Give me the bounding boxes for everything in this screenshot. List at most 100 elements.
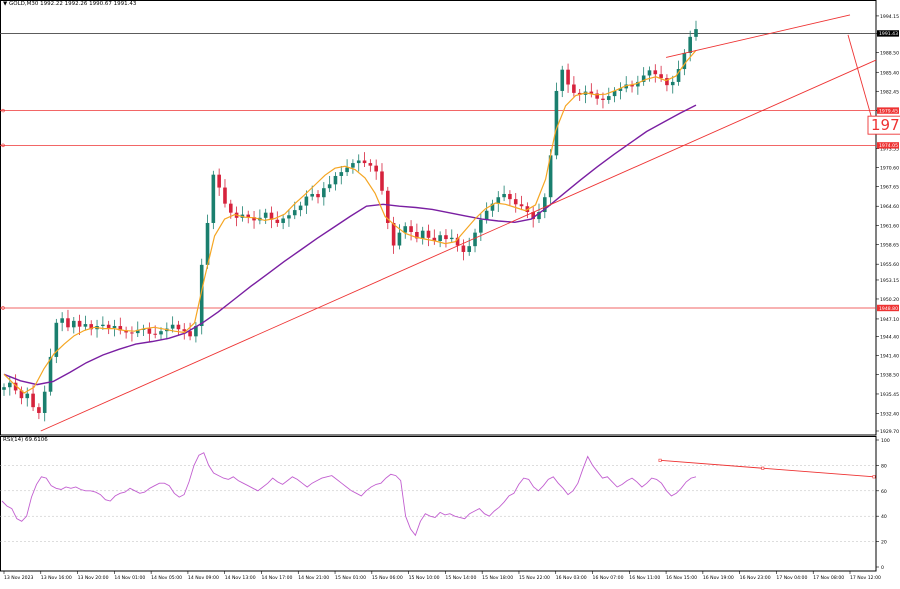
candle-body (130, 332, 134, 334)
rsi-axis-label: 40 (881, 514, 887, 520)
candle-body (228, 203, 233, 213)
price-axis-label: 1982.45 (880, 89, 899, 95)
time-axis-label: 16 Nov 19:00 (703, 575, 734, 581)
candle-body (322, 188, 326, 198)
level-anchor-marker (1, 306, 5, 310)
price-level-tag (877, 304, 899, 312)
candle-body (508, 193, 512, 200)
price-level-tag (877, 142, 899, 149)
candle-body (589, 91, 594, 94)
time-axis-label: 16 Nov 07:00 (593, 575, 624, 581)
time-axis-label: 14 Nov 13:00 (225, 575, 256, 581)
candle-body (304, 196, 309, 206)
price-axis-label: 1973.55 (880, 147, 899, 153)
time-axis-label: 16 Nov 11:00 (629, 575, 660, 581)
candle-body (647, 70, 652, 76)
candle-body (19, 390, 24, 399)
rsi-panel-frame (0, 436, 877, 572)
candle-body (176, 324, 181, 330)
callout-box (867, 115, 900, 135)
candle-body (13, 382, 18, 391)
rsi-axis-label: 100 (881, 438, 890, 444)
price-level-tag (877, 107, 899, 114)
candle-body (548, 155, 553, 198)
candle-body (368, 163, 373, 166)
price-axis-label: 1961.60 (880, 224, 899, 230)
candle-body (71, 320, 76, 328)
candle-body (182, 329, 187, 332)
fast-moving-average (3, 50, 697, 394)
candle-body (275, 219, 280, 223)
time-axis-label: 16 Nov 15:00 (666, 575, 697, 581)
candle-body (339, 172, 344, 176)
symbol-header: ▼ GOLD,M30 1992.22 1992.26 1990.67 1991.… (3, 1, 137, 7)
candle-body (397, 232, 402, 246)
callout-label: 1977.03 (871, 116, 900, 134)
price-axis-label: 1970.60 (880, 166, 899, 172)
candle-body (612, 90, 617, 97)
price-axis-label: 1964.60 (880, 204, 899, 210)
time-axis-label: 15 Nov 18:00 (482, 575, 513, 581)
candle-body (403, 226, 408, 233)
rsi-axis-label: 20 (881, 540, 887, 546)
rsi-header: RSI(14) 69.6106 (3, 437, 48, 443)
time-axis-label: 15 Nov 14:00 (445, 575, 476, 581)
candle-body (153, 333, 157, 335)
candle-body (490, 203, 495, 211)
candle-body (409, 226, 413, 232)
candle-body (595, 93, 599, 99)
rsi-axis-label: 60 (881, 489, 887, 495)
candle-body (205, 222, 210, 265)
time-axis-label: 15 Nov 06:00 (372, 575, 403, 581)
candle-body (461, 245, 466, 252)
candle-body (89, 324, 94, 330)
candle-body (25, 393, 30, 399)
candle-body (345, 167, 349, 173)
candle-body (170, 324, 175, 329)
candle-body (502, 193, 506, 198)
ascending-trendline (40, 59, 877, 432)
candle-body (560, 69, 565, 91)
candle-body (31, 393, 35, 408)
time-axis-label: 14 Nov 05:00 (151, 575, 182, 581)
candle-body (694, 29, 698, 37)
candle-body (479, 219, 483, 233)
price-panel-frame (0, 0, 877, 436)
price-axis-label: 1994.15 (880, 14, 899, 20)
rsi-axis-label: 0 (881, 565, 884, 571)
candle-body (618, 88, 623, 91)
candle-body (531, 212, 535, 220)
time-axis-label: 17 Nov 04:00 (776, 575, 807, 581)
candle-body (519, 204, 524, 207)
candle-body (688, 36, 692, 53)
candle-body (223, 187, 227, 204)
time-axis-label: 17 Nov 08:00 (813, 575, 844, 581)
candle-body (473, 232, 477, 247)
price-axis-label: 1929.70 (880, 429, 899, 435)
candle-body (60, 318, 64, 323)
candle-body (66, 318, 70, 328)
level-anchor-marker (1, 143, 5, 148)
candle-body (659, 74, 663, 79)
time-axis-label: 14 Nov 01:00 (114, 575, 145, 581)
candle-body (77, 320, 82, 327)
candle-body (380, 171, 384, 191)
price-axis-label: 1932.40 (880, 412, 899, 418)
candle-body (333, 175, 338, 185)
candle-body (537, 212, 541, 220)
rsi-divergence-line (660, 459, 875, 478)
candle-body (624, 84, 629, 89)
candle-body (426, 230, 431, 238)
candle-body (106, 324, 111, 328)
candle-body (636, 81, 640, 87)
candle-body (287, 215, 291, 219)
candle-body (455, 237, 460, 246)
candle-body (601, 98, 605, 100)
candle-body (641, 75, 646, 82)
slow-moving-average (3, 104, 697, 386)
time-axis-label: 14 Nov 09:00 (188, 575, 219, 581)
candle-body (653, 70, 658, 75)
time-axis-label: 15 Nov 01:00 (335, 575, 366, 581)
time-axis-label: 14 Nov 17:00 (261, 575, 292, 581)
